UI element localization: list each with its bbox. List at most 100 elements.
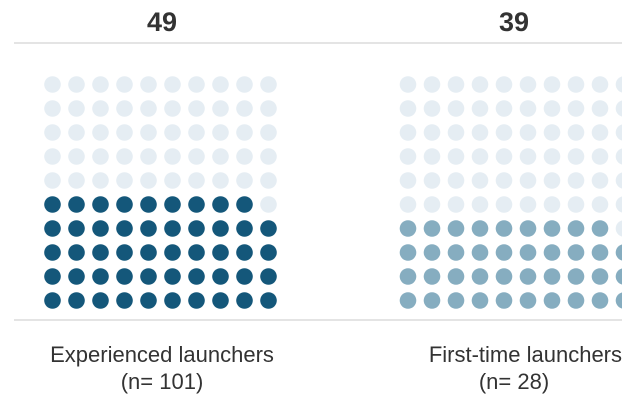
empty-dot	[212, 76, 229, 93]
empty-dot	[260, 76, 277, 93]
empty-dot	[495, 76, 513, 93]
filled-dot	[116, 220, 133, 237]
empty-dot	[591, 100, 609, 117]
filled-dot	[188, 196, 205, 213]
empty-dot	[519, 172, 537, 189]
filled-dot	[212, 292, 229, 309]
filled-dot	[164, 268, 181, 285]
filled-dot	[567, 268, 585, 285]
filled-dot	[423, 220, 441, 237]
filled-dot	[212, 268, 229, 285]
filled-dot	[116, 244, 133, 261]
filled-dot	[44, 196, 61, 213]
filled-dot	[68, 220, 85, 237]
empty-dot	[543, 100, 561, 117]
filled-dot	[399, 244, 417, 261]
filled-dot	[543, 220, 561, 237]
filled-dot	[116, 292, 133, 309]
filled-dot	[423, 268, 441, 285]
empty-dot	[188, 148, 205, 165]
empty-dot	[140, 76, 157, 93]
panel-label: Experienced launchers	[50, 342, 274, 367]
filled-dot	[116, 196, 133, 213]
empty-dot	[423, 124, 441, 141]
filled-dot	[188, 268, 205, 285]
filled-dot	[68, 196, 85, 213]
empty-dot	[212, 148, 229, 165]
empty-dot	[567, 148, 585, 165]
empty-dot	[92, 124, 109, 141]
filled-dot	[495, 292, 513, 309]
filled-dot	[116, 268, 133, 285]
filled-dot	[164, 220, 181, 237]
empty-dot	[495, 148, 513, 165]
filled-dot	[164, 196, 181, 213]
empty-dot	[471, 76, 489, 93]
empty-dot	[615, 100, 622, 117]
filled-dot	[140, 220, 157, 237]
empty-dot	[399, 100, 417, 117]
filled-dot	[495, 220, 513, 237]
empty-dot	[140, 172, 157, 189]
empty-dot	[164, 100, 181, 117]
filled-dot	[519, 292, 537, 309]
empty-dot	[567, 196, 585, 213]
filled-dot	[447, 292, 465, 309]
filled-dot	[164, 292, 181, 309]
empty-dot	[260, 124, 277, 141]
filled-dot	[567, 244, 585, 261]
empty-dot	[399, 148, 417, 165]
empty-dot	[543, 196, 561, 213]
filled-dot	[188, 244, 205, 261]
empty-dot	[519, 76, 537, 93]
empty-dot	[236, 172, 253, 189]
empty-dot	[140, 100, 157, 117]
empty-dot	[399, 124, 417, 141]
filled-dot	[615, 268, 622, 285]
empty-dot	[447, 76, 465, 93]
empty-dot	[116, 172, 133, 189]
filled-dot	[92, 244, 109, 261]
empty-dot	[591, 76, 609, 93]
empty-dot	[423, 172, 441, 189]
empty-dot	[212, 172, 229, 189]
empty-dot	[495, 100, 513, 117]
filled-dot	[519, 268, 537, 285]
filled-dot	[447, 268, 465, 285]
empty-dot	[567, 172, 585, 189]
empty-dot	[236, 124, 253, 141]
filled-dot	[519, 220, 537, 237]
filled-dot	[44, 268, 61, 285]
empty-dot	[519, 124, 537, 141]
filled-dot	[615, 244, 622, 261]
filled-dot	[44, 244, 61, 261]
empty-dot	[140, 148, 157, 165]
empty-dot	[140, 124, 157, 141]
empty-dot	[44, 148, 61, 165]
filled-dot	[236, 244, 253, 261]
filled-dot	[567, 220, 585, 237]
empty-dot	[92, 148, 109, 165]
empty-dot	[447, 196, 465, 213]
panel-value: 49	[147, 7, 177, 37]
filled-dot	[140, 244, 157, 261]
empty-dot	[447, 100, 465, 117]
empty-dot	[92, 172, 109, 189]
dot-grid	[399, 76, 622, 309]
empty-dot	[68, 148, 85, 165]
filled-dot	[591, 244, 609, 261]
filled-dot	[423, 244, 441, 261]
filled-dot	[92, 292, 109, 309]
panel-first-time: 39 First-time launchers (n= 28)	[399, 7, 622, 394]
empty-dot	[615, 124, 622, 141]
empty-dot	[423, 76, 441, 93]
empty-dot	[399, 76, 417, 93]
filled-dot	[44, 220, 61, 237]
filled-dot	[188, 292, 205, 309]
empty-dot	[615, 196, 622, 213]
empty-dot	[471, 148, 489, 165]
empty-dot	[116, 100, 133, 117]
panel-value: 39	[499, 7, 529, 37]
filled-dot	[543, 244, 561, 261]
filled-dot	[495, 268, 513, 285]
